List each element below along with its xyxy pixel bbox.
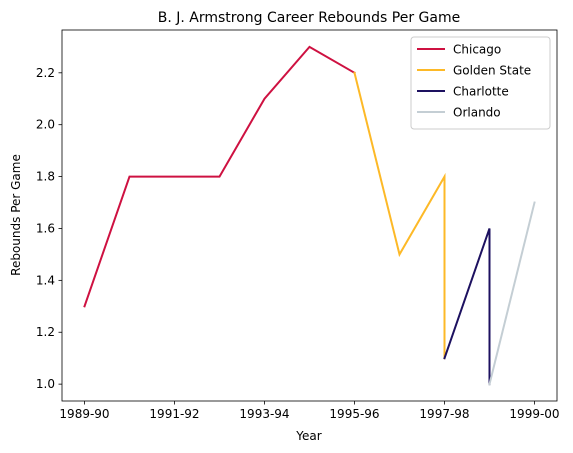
series-line-golden-state [353,71,446,360]
plot-frame [61,29,558,402]
y-axis: 1.0 1.2 1.4 1.6 1.8 2.0 2.2 [36,66,62,391]
y-tick-label: 1.8 [36,170,55,184]
x-tick-label: 1999-00 [509,407,559,421]
x-axis-label: Year [295,429,321,443]
legend-label-chicago: Chicago [453,43,501,57]
y-tick-label: 1.4 [36,273,55,287]
series-line-orlando [488,201,536,386]
y-tick-label: 2.2 [36,66,55,80]
series-line-charlotte [443,228,491,386]
x-tick-label: 1989-90 [59,407,109,421]
y-tick-label: 1.6 [36,221,55,235]
legend: Chicago Golden State Charlotte Orlando [410,36,551,130]
legend-label-orlando: Orlando [453,106,501,120]
x-tick-label: 1995-96 [329,407,379,421]
series-layer [83,45,536,386]
x-tick-label: 1997-98 [419,407,469,421]
y-axis-label: Rebounds Per Game [9,154,23,276]
y-tick-label: 1.0 [36,377,55,391]
y-tick-label: 1.2 [36,325,55,339]
y-tick-label: 2.0 [36,118,55,132]
legend-frame [410,36,551,130]
chart-title: B. J. Armstrong Career Rebounds Per Game [158,10,460,26]
series-line-chicago [83,45,356,308]
legend-label-golden-state: Golden State [453,64,531,78]
legend-label-charlotte: Charlotte [453,85,509,99]
x-tick-label: 1993-94 [239,407,289,421]
x-axis: 1989-90 1991-92 1993-94 1995-96 1997-98 1999-… [59,401,560,421]
x-tick-label: 1991-92 [149,407,199,421]
